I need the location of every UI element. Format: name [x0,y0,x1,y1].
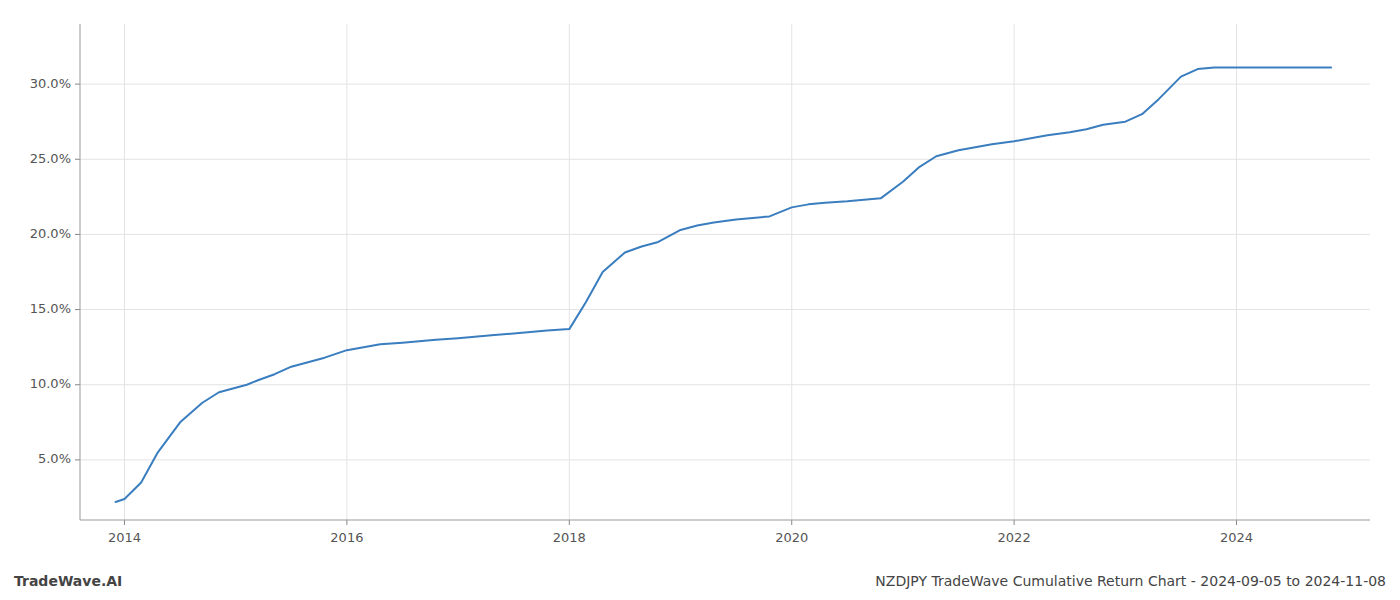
grid [80,24,1370,520]
tick-label: 2022 [998,530,1031,545]
grid-line [569,24,570,520]
tick-label: 25.0% [30,151,71,166]
x-axis-line [80,520,1370,521]
grid-line [80,384,1370,385]
grid-line [124,24,125,520]
tick-label: 5.0% [38,451,71,466]
line [116,68,1331,502]
tick-label: 15.0% [30,301,71,316]
footer-text: NZDJPY TradeWave Cumulative Return Chart… [875,573,1386,589]
grid-line [346,24,347,520]
tick-mark [75,309,80,310]
grid-line [80,159,1370,160]
tick-mark [791,520,792,525]
tick-mark [75,384,80,385]
y-axis-line [80,24,81,520]
tick-label: 2018 [553,530,586,545]
tick-mark [75,159,80,160]
grid-line [80,234,1370,235]
tick-label: 2016 [330,530,363,545]
plot-area [116,68,1331,502]
tick-label: 2020 [775,530,808,545]
tick-mark [1236,520,1237,525]
tick-mark [75,459,80,460]
tick-label: 10.0% [30,376,71,391]
tick-mark [75,84,80,85]
grid-line [1014,24,1015,520]
grid-line [80,309,1370,310]
tick-mark [75,234,80,235]
grid-line [1236,24,1237,520]
tick-label: 2014 [108,530,141,545]
tick-label: 2024 [1220,530,1253,545]
tick-mark [1014,520,1015,525]
grid-line [80,84,1370,85]
ticks: 5.0% 10.0% 15.0% 20.0% 25.0% 30.0% 2014 2016 201… [30,76,1253,545]
chart: 5.0% 10.0% 15.0% 20.0% 25.0% 30.0% 2014 2016 201… [0,0,1400,600]
grid-line [80,459,1370,460]
tick-label: 20.0% [30,226,71,241]
footer-text: TradeWave.AI [14,573,122,589]
tick-mark [124,520,125,525]
tick-mark [346,520,347,525]
tick-mark [569,520,570,525]
grid-line [791,24,792,520]
tick-label: 30.0% [30,76,71,91]
